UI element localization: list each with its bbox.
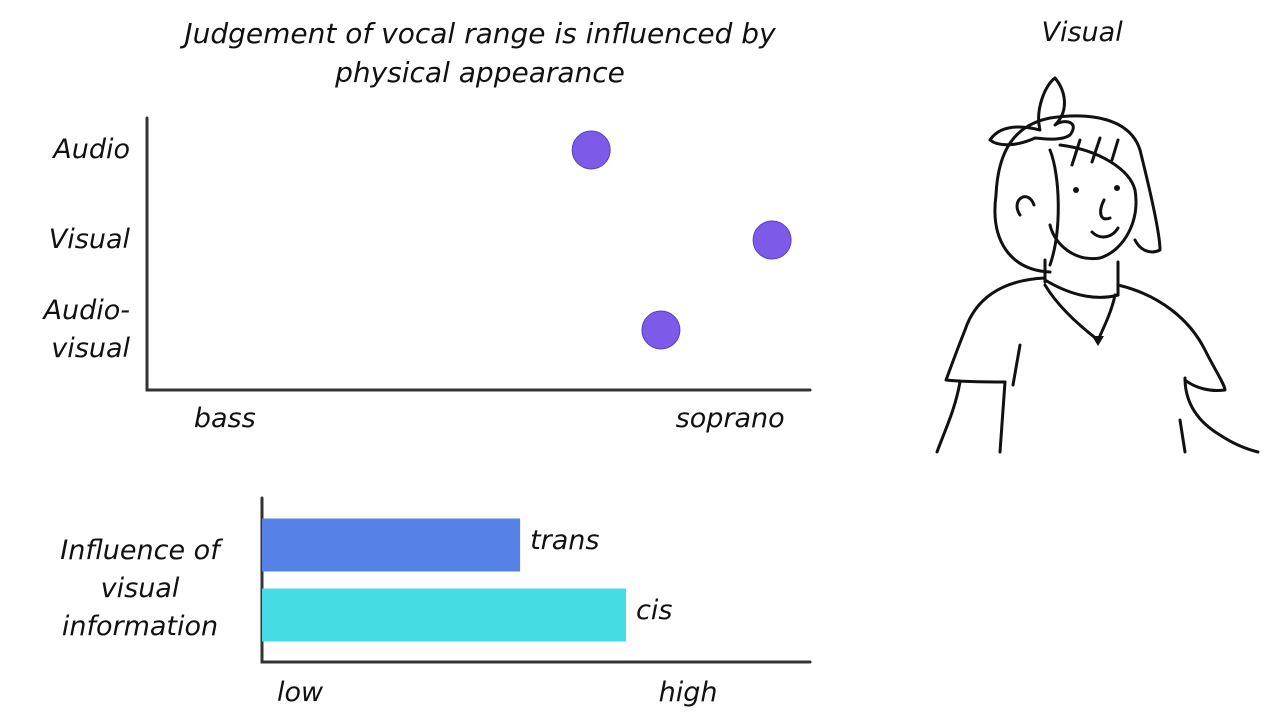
chart-title: Judgement of vocal range is influenced b… bbox=[184, 17, 776, 89]
x-tick-label: low bbox=[277, 677, 324, 708]
bar-label: cis bbox=[636, 595, 673, 626]
bar-label: trans bbox=[530, 525, 600, 556]
axis-line bbox=[145, 116, 812, 392]
illustration bbox=[935, 76, 1260, 454]
illustration-caption: Visual bbox=[1041, 17, 1123, 48]
y-tick-label: Audio bbox=[53, 134, 130, 165]
x-tick-label: high bbox=[658, 677, 718, 708]
dot bbox=[641, 310, 681, 350]
dot bbox=[752, 220, 792, 260]
y-tick-label: Visual bbox=[48, 224, 130, 255]
bar bbox=[262, 588, 627, 642]
x-tick-label: soprano bbox=[675, 403, 785, 434]
y-axis-title: Influence of visual information bbox=[60, 535, 220, 642]
x-tick-label: bass bbox=[193, 403, 256, 434]
dot bbox=[571, 130, 611, 170]
y-tick-label: Audio-visual bbox=[43, 295, 130, 364]
bar bbox=[262, 518, 521, 572]
